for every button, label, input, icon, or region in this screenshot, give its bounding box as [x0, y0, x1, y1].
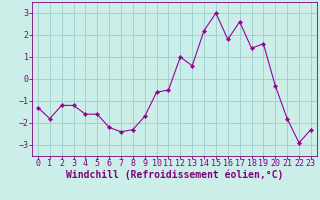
- X-axis label: Windchill (Refroidissement éolien,°C): Windchill (Refroidissement éolien,°C): [66, 170, 283, 180]
